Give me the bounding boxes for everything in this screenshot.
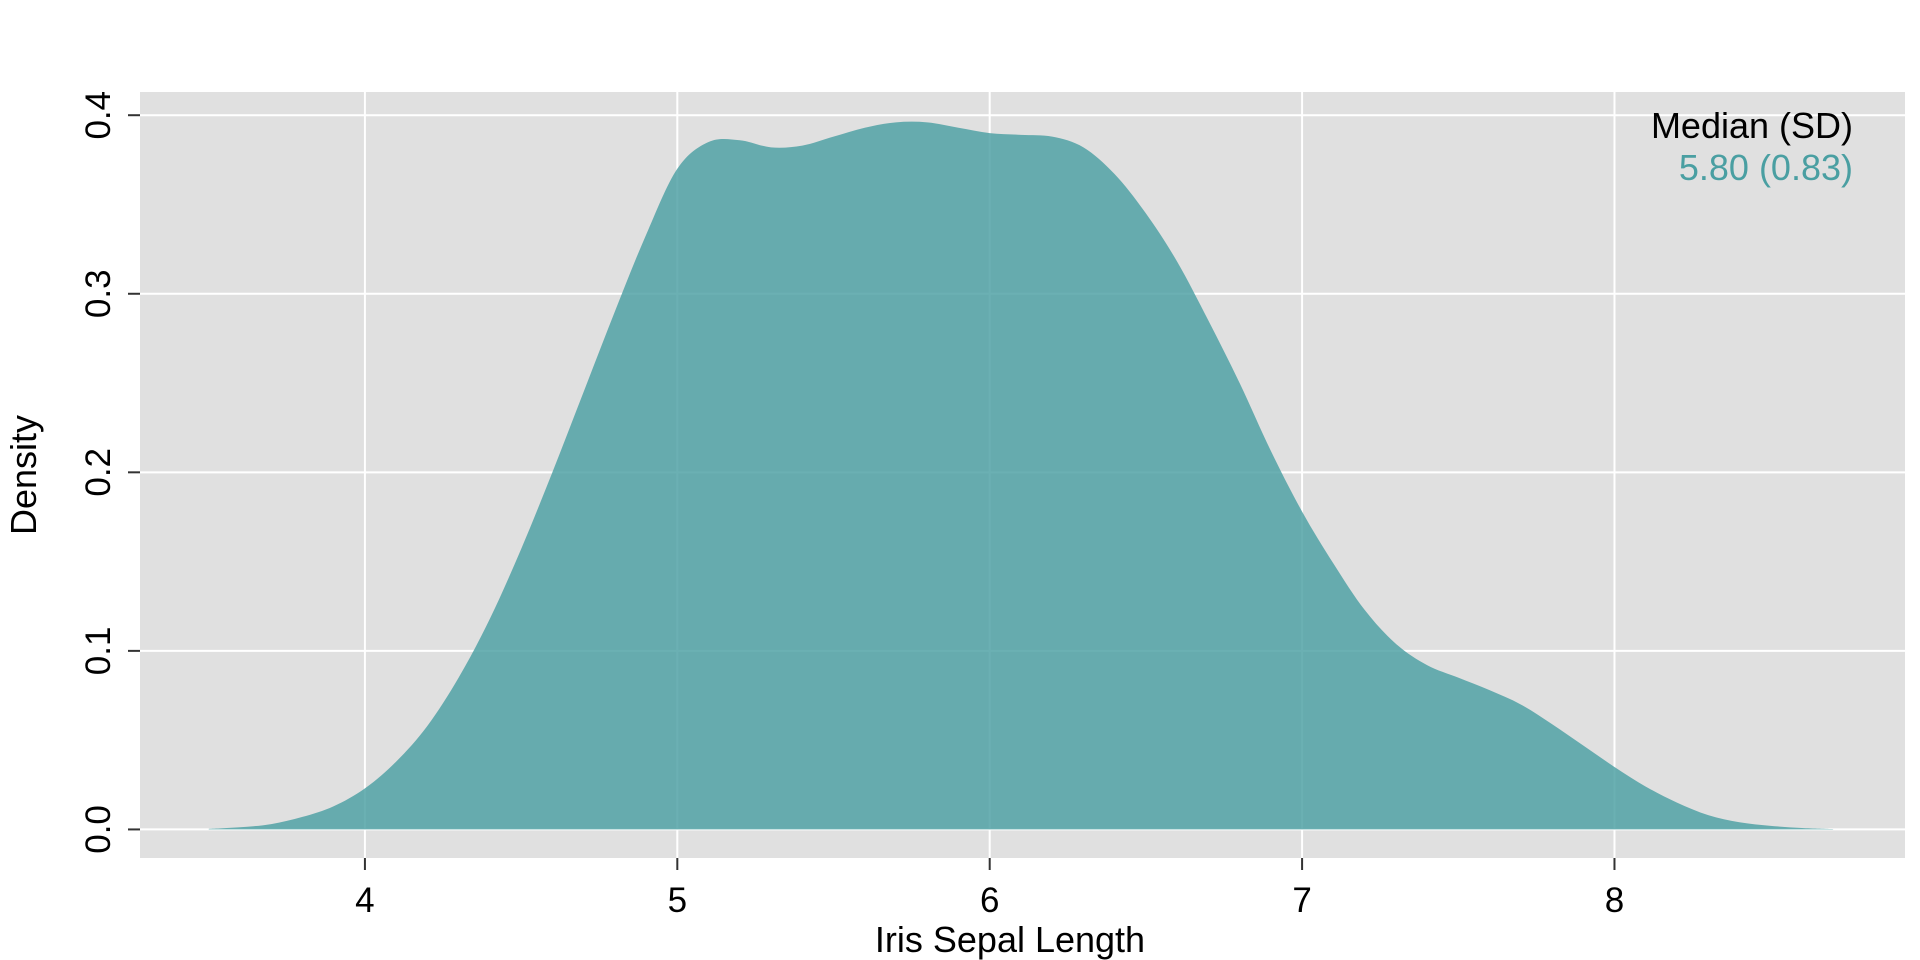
y-axis-title: Density [3,415,44,535]
y-tick-label: 0.0 [79,805,118,854]
legend-title: Median (SD) [1651,105,1853,146]
y-tick-label: 0.3 [79,269,118,318]
y-tick-label: 0.2 [79,448,118,497]
x-tick-label: 4 [355,881,374,920]
axes: 4 5 6 7 8 0.0 0.1 0.2 0.3 0.4 [79,91,1624,920]
x-tick-label: 7 [1292,881,1311,920]
y-tick-label: 0.1 [79,627,118,676]
legend-value: 5.80 (0.83) [1679,147,1853,188]
density-area [208,121,1834,830]
x-tick-label: 5 [668,881,687,920]
x-tick-label: 6 [980,881,999,920]
x-tick-label: 8 [1605,881,1624,920]
x-axis-title: Iris Sepal Length [875,919,1145,960]
y-tick-label: 0.4 [79,91,118,140]
